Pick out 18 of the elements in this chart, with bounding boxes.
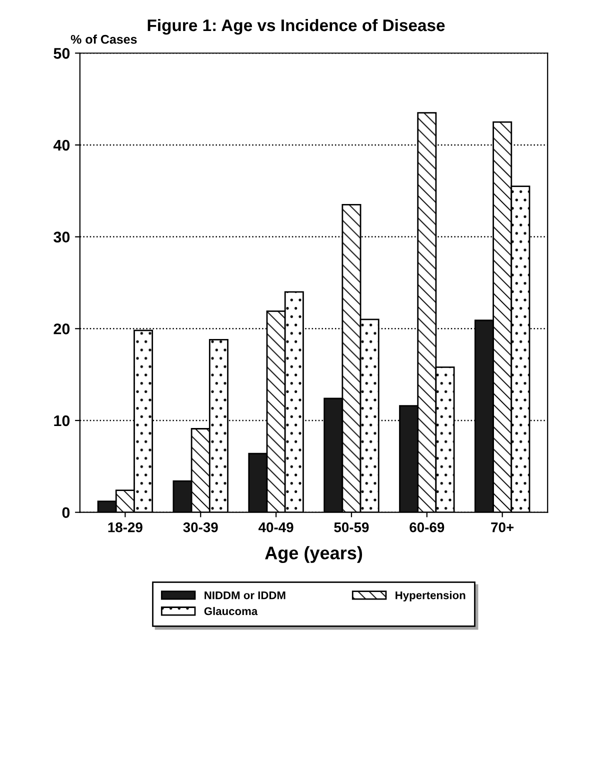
x-tick-label: 40-49: [258, 522, 294, 532]
y-axis-title: % of Cases: [70, 34, 137, 44]
y-tick-label: 40: [53, 140, 70, 151]
legend-label: NIDDM or IDDM: [204, 591, 286, 600]
x-axis-title: Age (years): [265, 546, 362, 564]
y-tick-label: 30: [54, 232, 70, 243]
legend-label: Hypertension: [396, 591, 466, 602]
y-tick-label: 0: [62, 507, 70, 518]
x-tick-label: 30-39: [183, 522, 218, 532]
x-tick-label: 18-29: [108, 522, 142, 532]
legend-label: Glaucoma: [204, 606, 258, 616]
chart-title: Figure 1: Age vs Incidence of Disease: [148, 18, 445, 35]
y-tick-label: 10: [54, 415, 70, 426]
x-tick-label: 50-59: [334, 522, 369, 532]
y-tick-label: 20: [54, 324, 70, 334]
y-tick-label: 50: [54, 48, 70, 59]
x-tick-label: 60-69: [410, 522, 444, 532]
x-tick-label: 70+: [491, 522, 514, 532]
